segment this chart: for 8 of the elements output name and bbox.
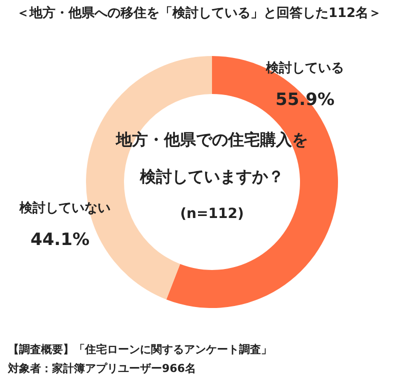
chart-title: ＜地方・他県への移住を「検討している」と回答した112名＞ [16, 5, 382, 21]
text: 【調査概要】「住宅ローンに関するアンケート調査」 [8, 343, 272, 356]
slice-label: 検討していない [18, 200, 110, 216]
text: (n=112) [180, 206, 244, 222]
text: 対象者：家計簿アプリユーザー966名 [7, 362, 196, 375]
slice-label: 検討している [265, 60, 344, 76]
text: 検討していますか？ [139, 167, 284, 186]
data-label: 44.1% [30, 230, 90, 250]
